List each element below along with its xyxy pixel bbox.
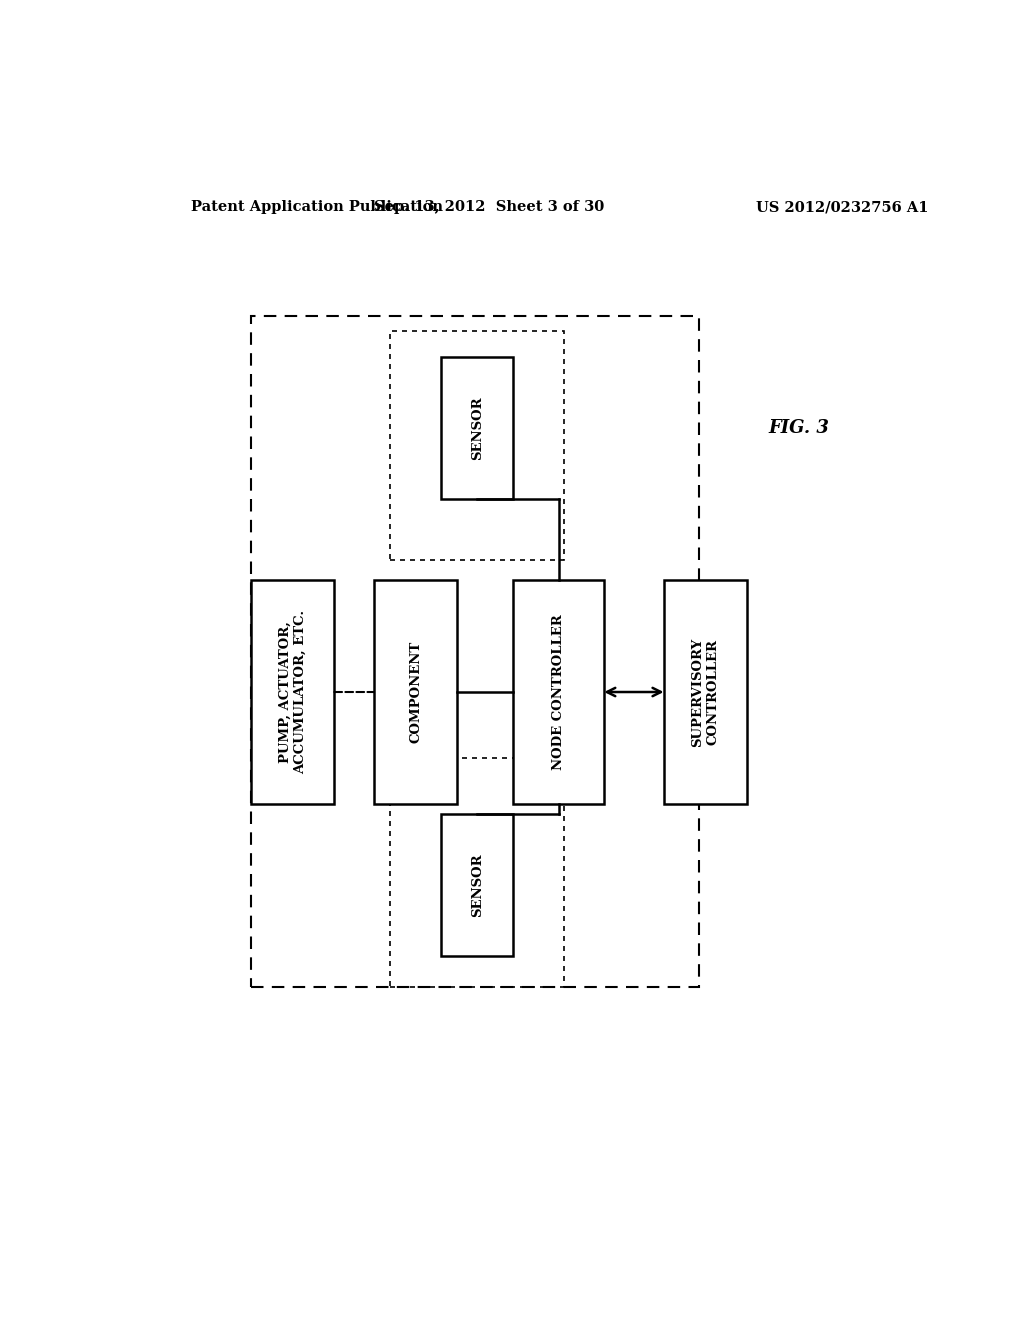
Bar	[251, 315, 699, 987]
Text: SENSOR: SENSOR	[471, 853, 483, 917]
Text: PUMP, ACTUATOR,
ACCUMULATOR, ETC.: PUMP, ACTUATOR, ACCUMULATOR, ETC.	[279, 610, 306, 774]
Text: NODE CONTROLLER: NODE CONTROLLER	[552, 614, 565, 770]
Text: SUPERVISORY
CONTROLLER: SUPERVISORY CONTROLLER	[691, 638, 719, 747]
Text: SENSOR: SENSOR	[471, 396, 483, 459]
Bar	[390, 758, 564, 987]
Text: Sep. 13, 2012  Sheet 3 of 30: Sep. 13, 2012 Sheet 3 of 30	[374, 201, 604, 214]
Bar	[390, 331, 564, 560]
Text: COMPONENT: COMPONENT	[410, 642, 422, 743]
Bar	[441, 814, 513, 956]
Bar	[664, 581, 748, 804]
Text: US 2012/0232756 A1: US 2012/0232756 A1	[756, 201, 929, 214]
Text: Patent Application Publication: Patent Application Publication	[191, 201, 443, 214]
Text: FIG. 3: FIG. 3	[768, 418, 829, 437]
Bar	[251, 581, 334, 804]
Bar	[441, 356, 513, 499]
Bar	[513, 581, 604, 804]
Bar	[374, 581, 458, 804]
